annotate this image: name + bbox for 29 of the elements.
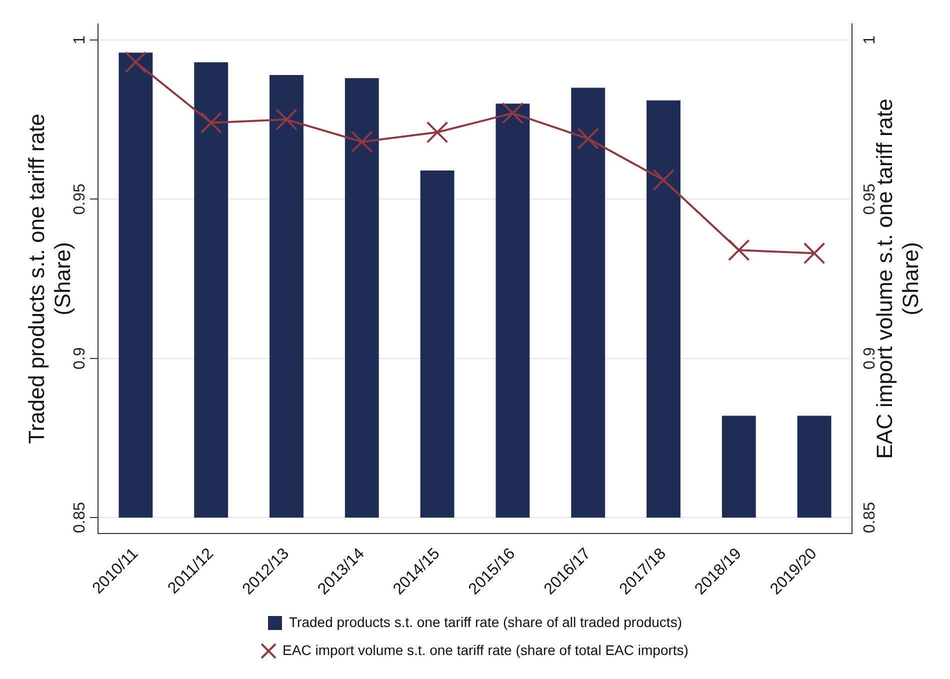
point: [426, 121, 448, 144]
bar: [270, 74, 304, 518]
y2-tick-label: 0.95: [861, 183, 878, 215]
bar: [420, 170, 454, 518]
legend-label: EAC import volume s.t. one tariff rate (share of total EAC imports): [282, 642, 688, 658]
bar: [344, 78, 379, 518]
y2-tick-label: 1: [861, 35, 878, 44]
y-tick-label: 1: [71, 35, 88, 44]
y-tick-label: 0.9: [71, 347, 88, 370]
point: [276, 108, 298, 130]
y-tick-label: 0.95: [71, 183, 88, 215]
point: [803, 242, 826, 264]
bar: [496, 104, 530, 518]
y-tick-label: 0.85: [71, 502, 88, 534]
bar: [646, 100, 680, 518]
bar: [571, 88, 606, 518]
point: [124, 51, 147, 74]
bar: [194, 62, 228, 518]
point: [502, 102, 524, 124]
legend-label: Traded products s.t. one tariff rate (share of all traded products): [289, 614, 682, 630]
bar: [118, 52, 153, 518]
y2-tick-label: 0.85: [861, 502, 878, 534]
point: [652, 169, 674, 191]
bar: [722, 416, 756, 518]
point: [728, 239, 750, 262]
point: [577, 128, 599, 150]
point: [200, 112, 222, 134]
bar: [797, 416, 832, 518]
point: [351, 130, 373, 153]
